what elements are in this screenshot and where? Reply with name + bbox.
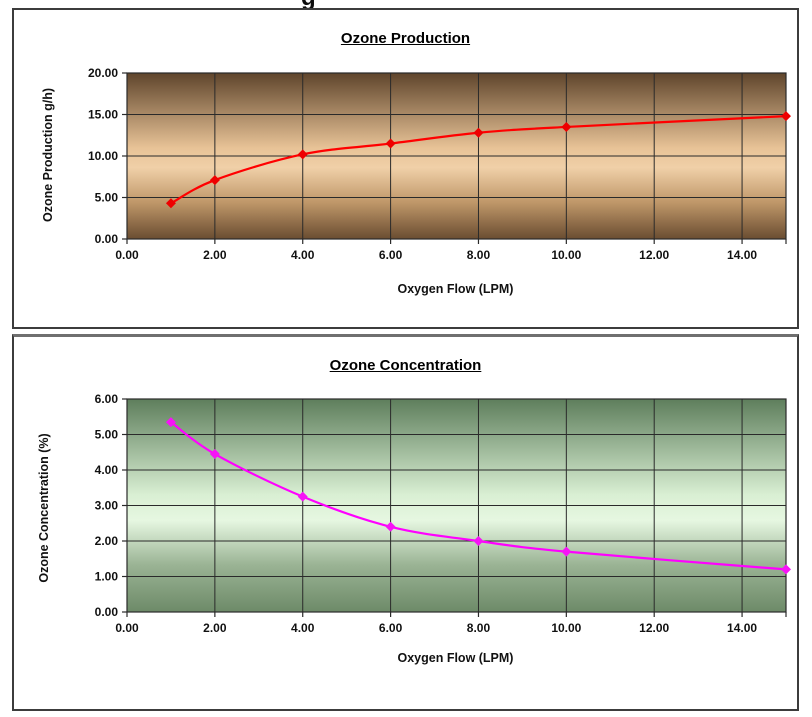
svg-text:10.00: 10.00 bbox=[88, 149, 118, 163]
svg-text:10.00: 10.00 bbox=[551, 621, 581, 635]
svg-text:4.00: 4.00 bbox=[291, 621, 315, 635]
svg-text:12.00: 12.00 bbox=[639, 621, 669, 635]
svg-text:6.00: 6.00 bbox=[379, 248, 403, 262]
ozone-concentration-line-chart: 0.00 2.00 4.00 6.00 8.00 10.00 12.00 14.00 0.00 1… bbox=[95, 392, 791, 635]
svg-text:14.00: 14.00 bbox=[727, 248, 757, 262]
svg-text:8.00: 8.00 bbox=[467, 621, 491, 635]
svg-text:0.00: 0.00 bbox=[115, 248, 139, 262]
ozone-production-line-chart: 0.00 2.00 4.00 6.00 8.00 10.00 12.00 14.00 0.00 5… bbox=[88, 66, 791, 262]
chart-title-ozone-production: Ozone Production bbox=[340, 30, 471, 47]
svg-text:8.00: 8.00 bbox=[467, 248, 491, 262]
svg-text:3.00: 3.00 bbox=[95, 499, 119, 513]
svg-text:6.00: 6.00 bbox=[379, 621, 403, 635]
svg-text:5.00: 5.00 bbox=[95, 428, 119, 442]
svg-text:12.00: 12.00 bbox=[639, 248, 669, 262]
svg-text:4.00: 4.00 bbox=[291, 248, 315, 262]
svg-text:2.00: 2.00 bbox=[203, 621, 227, 635]
svg-text:2.00: 2.00 bbox=[95, 534, 119, 548]
ozone-production-chart-panel: Ozone Production Ozone Production g/h) 0… bbox=[12, 8, 799, 329]
svg-text:0.00: 0.00 bbox=[115, 621, 139, 635]
svg-text:5.00: 5.00 bbox=[95, 191, 119, 205]
svg-text:14.00: 14.00 bbox=[727, 621, 757, 635]
svg-text:0.00: 0.00 bbox=[95, 605, 119, 619]
svg-text:10.00: 10.00 bbox=[551, 248, 581, 262]
svg-text:1.00: 1.00 bbox=[95, 570, 119, 584]
clipped-page-heading-fragment: g bbox=[301, 0, 316, 12]
svg-text:2.00: 2.00 bbox=[203, 248, 227, 262]
svg-text:4.00: 4.00 bbox=[95, 463, 119, 477]
chart-title-ozone-concentration: Ozone Concentration bbox=[329, 357, 482, 374]
x-axis-label-oxygen-flow-top: Oxygen Flow (LPM) bbox=[397, 282, 514, 296]
svg-text:20.00: 20.00 bbox=[88, 66, 118, 80]
svg-text:15.00: 15.00 bbox=[88, 108, 118, 122]
svg-text:0.00: 0.00 bbox=[95, 232, 119, 246]
svg-text:6.00: 6.00 bbox=[95, 392, 119, 406]
ozone-concentration-chart-panel: Ozone Concentration Ozone Concentration … bbox=[12, 334, 799, 711]
x-axis-label-oxygen-flow-bottom: Oxygen Flow (LPM) bbox=[397, 651, 514, 665]
